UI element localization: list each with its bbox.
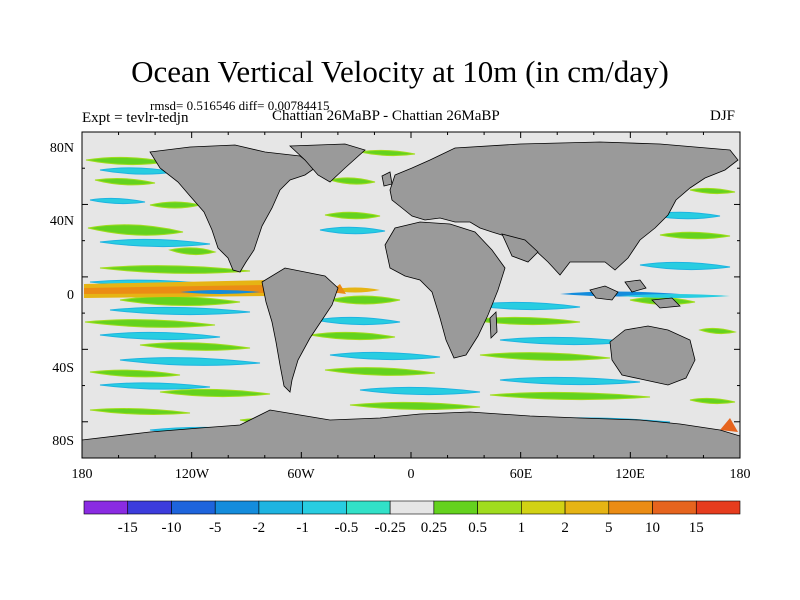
se-asia-islands — [589, 279, 681, 309]
colorbar-swatch — [389, 500, 435, 515]
lon-label-0: 0 — [408, 467, 415, 482]
colorbar-swatch — [302, 500, 347, 515]
eurasia — [389, 141, 739, 276]
colorbar-label: 2 — [561, 520, 569, 536]
colorbar-label: -0.25 — [375, 520, 406, 536]
lon-label-180w: 180 — [72, 467, 93, 482]
colorbar-swatch — [521, 500, 566, 515]
colorbar-swatch — [346, 500, 391, 515]
colorbar-swatch — [214, 500, 260, 515]
colorbar-swatch — [83, 500, 129, 515]
figure-title: Ocean Vertical Velocity at 10m (in cm/da… — [131, 54, 669, 89]
australia — [609, 325, 696, 386]
colorbar-label: -15 — [118, 520, 138, 536]
colorbar-label: 15 — [689, 520, 704, 536]
lat-label-40s: 40S — [52, 361, 74, 376]
greenland — [289, 143, 366, 183]
colorbar-swatch — [652, 500, 697, 515]
colorbar-label: -2 — [253, 520, 266, 536]
colorbar-label: 1 — [518, 520, 526, 536]
case-label: Chattian 26MaBP - Chattian 26MaBP — [272, 108, 500, 124]
lat-label-40n: 40N — [50, 214, 74, 229]
colorbar-swatch — [171, 500, 216, 515]
colorbar — [83, 500, 741, 515]
arabia — [501, 233, 539, 263]
colorbar-swatch — [564, 500, 610, 515]
colorbar-swatch — [695, 500, 741, 515]
lat-label-0: 0 — [67, 288, 74, 303]
colorbar-label: 0.25 — [421, 520, 447, 536]
lon-label-60e: 60E — [510, 467, 533, 482]
colorbar-label: 0.5 — [468, 520, 487, 536]
colorbar-label: 10 — [645, 520, 660, 536]
colorbar-label: -0.5 — [335, 520, 359, 536]
colorbar-swatch — [127, 500, 172, 515]
experiment-label: Expt = tevlr-tedjn — [82, 110, 189, 126]
south-america — [261, 267, 339, 393]
season-label: DJF — [710, 108, 736, 124]
colorbar-label: -5 — [209, 520, 222, 536]
lat-label-80s: 80S — [52, 434, 74, 449]
lon-label-180e: 180 — [730, 467, 751, 482]
colorbar-swatch — [433, 500, 478, 515]
colorbar-swatch — [258, 500, 303, 515]
land-masses — [82, 141, 740, 458]
lat-label-80n: 80N — [50, 141, 74, 156]
colorbar-label: 5 — [605, 520, 613, 536]
british-isles — [381, 171, 393, 187]
colorbar-label: -10 — [161, 520, 181, 536]
colorbar-swatch — [477, 500, 522, 515]
axis-tick-marks — [81, 131, 741, 459]
colorbar-label: -1 — [296, 520, 309, 536]
lon-label-60w: 60W — [287, 467, 315, 482]
north-america — [149, 144, 316, 273]
africa — [384, 221, 506, 359]
colorbar-swatch — [608, 500, 653, 515]
antarctica — [82, 409, 740, 458]
stats-label: rmsd= 0.516546 diff= 0.00784415 — [150, 98, 330, 113]
madagascar — [489, 311, 498, 339]
lon-label-120e: 120E — [615, 467, 645, 482]
lon-label-120w: 120W — [175, 467, 210, 482]
colorbar-labels: -15 -10 -5 -2 -1 -0.5 -0.25 0.25 0.5 1 2 5 10 15 — [118, 520, 704, 536]
map-area — [82, 132, 740, 458]
